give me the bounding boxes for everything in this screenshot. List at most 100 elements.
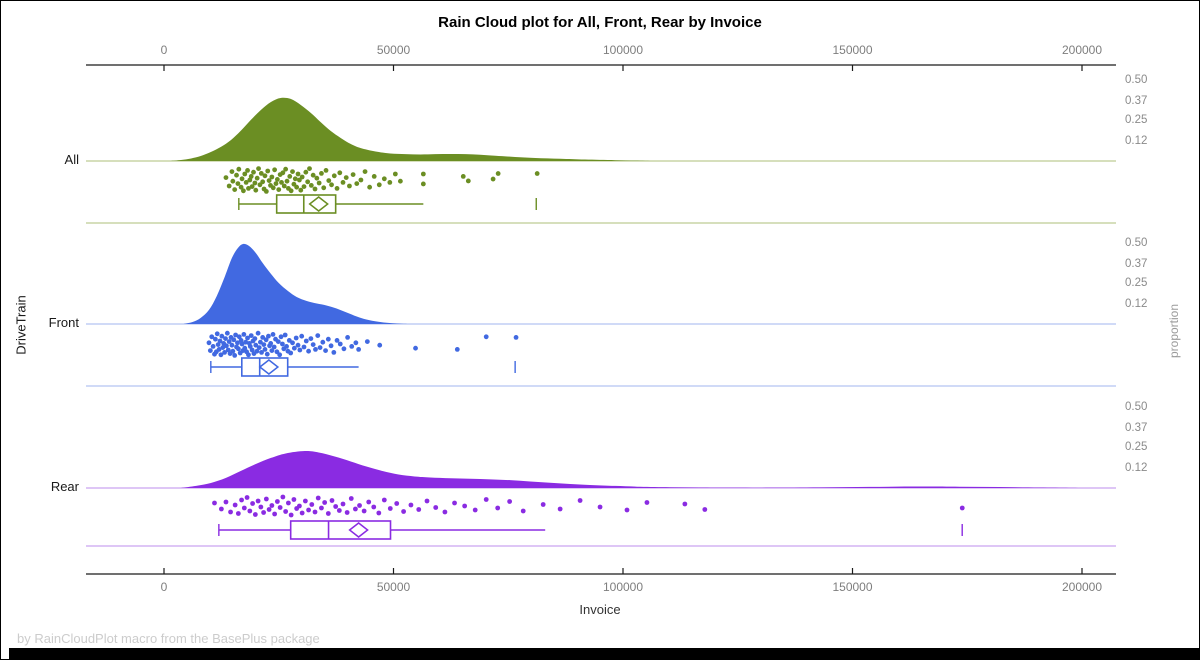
rain-point-rear (520, 508, 526, 514)
x-tick-label-bottom: 200000 (1061, 580, 1103, 594)
rain-point-front (219, 333, 225, 339)
rain-point-front (243, 339, 249, 345)
rain-point-all (387, 180, 393, 185)
rain-point-front (235, 346, 241, 352)
rain-point-rear (291, 497, 297, 502)
rain-point-all (249, 184, 255, 190)
rain-point-front (262, 347, 268, 352)
rain-point-front (224, 343, 229, 349)
rain-point-rear (381, 497, 387, 503)
x-axis-title-invoice: Invoice (579, 602, 621, 617)
rain-point-front (270, 332, 276, 337)
rain-point-front (323, 348, 328, 353)
rain-point-front (454, 347, 460, 352)
rain-point-front (293, 335, 299, 341)
rain-point-rear (682, 501, 688, 507)
rain-point-rear (280, 494, 286, 500)
rain-point-all (376, 182, 382, 188)
density-cloud-rear (180, 451, 1089, 488)
rain-point-rear (223, 499, 229, 505)
proportion-tick-label-all: 0.12 (1125, 134, 1148, 147)
rain-point-all (276, 187, 282, 193)
rain-point-rear (959, 505, 965, 511)
rain-point-all (245, 168, 250, 173)
rain-point-rear (232, 502, 238, 508)
rain-point-all (371, 174, 377, 179)
rain-point-front (246, 352, 251, 358)
rain-point-all (265, 168, 271, 174)
rain-point-rear (348, 496, 354, 501)
rain-point-all (301, 184, 307, 190)
rain-point-rear (297, 503, 302, 509)
rain-point-all (347, 183, 352, 189)
rain-point-rear (325, 511, 331, 516)
rain-point-all (298, 187, 304, 193)
rain-point-all (392, 171, 398, 177)
rain-point-rear (309, 502, 315, 507)
rain-point-rear (557, 506, 563, 512)
rain-point-rear (577, 498, 583, 503)
proportion-tick-label-front: 0.12 (1125, 297, 1148, 310)
rain-point-all (323, 168, 329, 173)
rain-point-all (260, 179, 266, 185)
rain-point-all (270, 185, 276, 191)
rain-point-all (284, 178, 290, 184)
rain-point-all (258, 171, 264, 176)
rain-point-front (235, 340, 240, 346)
rain-point-front (295, 342, 301, 348)
rain-point-all (230, 178, 236, 184)
rain-point-all (420, 171, 426, 177)
rain-point-rear (483, 497, 489, 502)
rain-point-rear (312, 509, 318, 515)
rain-point-front (341, 346, 347, 352)
rain-point-front (264, 351, 270, 357)
rain-point-front (236, 334, 242, 340)
rain-point-all (232, 187, 238, 193)
rain-point-rear (353, 506, 358, 512)
rain-point-all (280, 170, 286, 176)
proportion-tick-label-all: 0.50 (1125, 74, 1148, 86)
rain-point-front (364, 339, 370, 344)
rain-point-front (259, 350, 264, 355)
rain-point-all (294, 184, 300, 190)
rain-point-all (253, 187, 259, 193)
rain-point-all (256, 166, 261, 172)
rain-point-all (236, 166, 242, 172)
rain-point-rear (315, 495, 321, 501)
rain-point-rear (424, 498, 430, 504)
rain-point-front (303, 338, 309, 344)
rain-point-all (326, 178, 332, 184)
rain-point-all (381, 176, 387, 182)
rain-point-front (229, 342, 235, 348)
rain-point-rear (239, 497, 244, 503)
rain-point-rear (452, 500, 457, 506)
rain-point-front (297, 347, 303, 353)
rain-point-rear (250, 501, 255, 506)
rain-point-all (303, 169, 309, 175)
rain-point-all (319, 171, 324, 176)
category-label-rear: Rear (50, 479, 79, 494)
rain-point-all (283, 166, 289, 172)
rain-point-rear (244, 495, 250, 500)
rain-point-rear (218, 506, 224, 512)
rain-point-front (206, 340, 212, 346)
proportion-tick-label-rear: 0.37 (1125, 421, 1148, 434)
rain-point-front (288, 350, 294, 356)
rain-point-all (274, 177, 280, 182)
rain-point-front (249, 347, 255, 353)
x-tick-label-top: 200000 (1061, 43, 1103, 57)
rain-point-rear (272, 511, 278, 517)
rain-point-front (317, 345, 323, 350)
rain-point-front (238, 338, 244, 343)
rain-point-rear (288, 512, 294, 518)
density-cloud-all (170, 97, 660, 161)
rain-point-all (252, 180, 258, 186)
rain-point-front (280, 341, 285, 347)
x-tick-label-bottom: 100000 (602, 580, 644, 594)
rain-point-rear (274, 499, 280, 504)
rain-point-all (354, 181, 360, 187)
rain-point-all (241, 188, 246, 194)
rain-point-rear (416, 507, 422, 512)
proportion-tick-label-rear: 0.50 (1125, 401, 1148, 413)
